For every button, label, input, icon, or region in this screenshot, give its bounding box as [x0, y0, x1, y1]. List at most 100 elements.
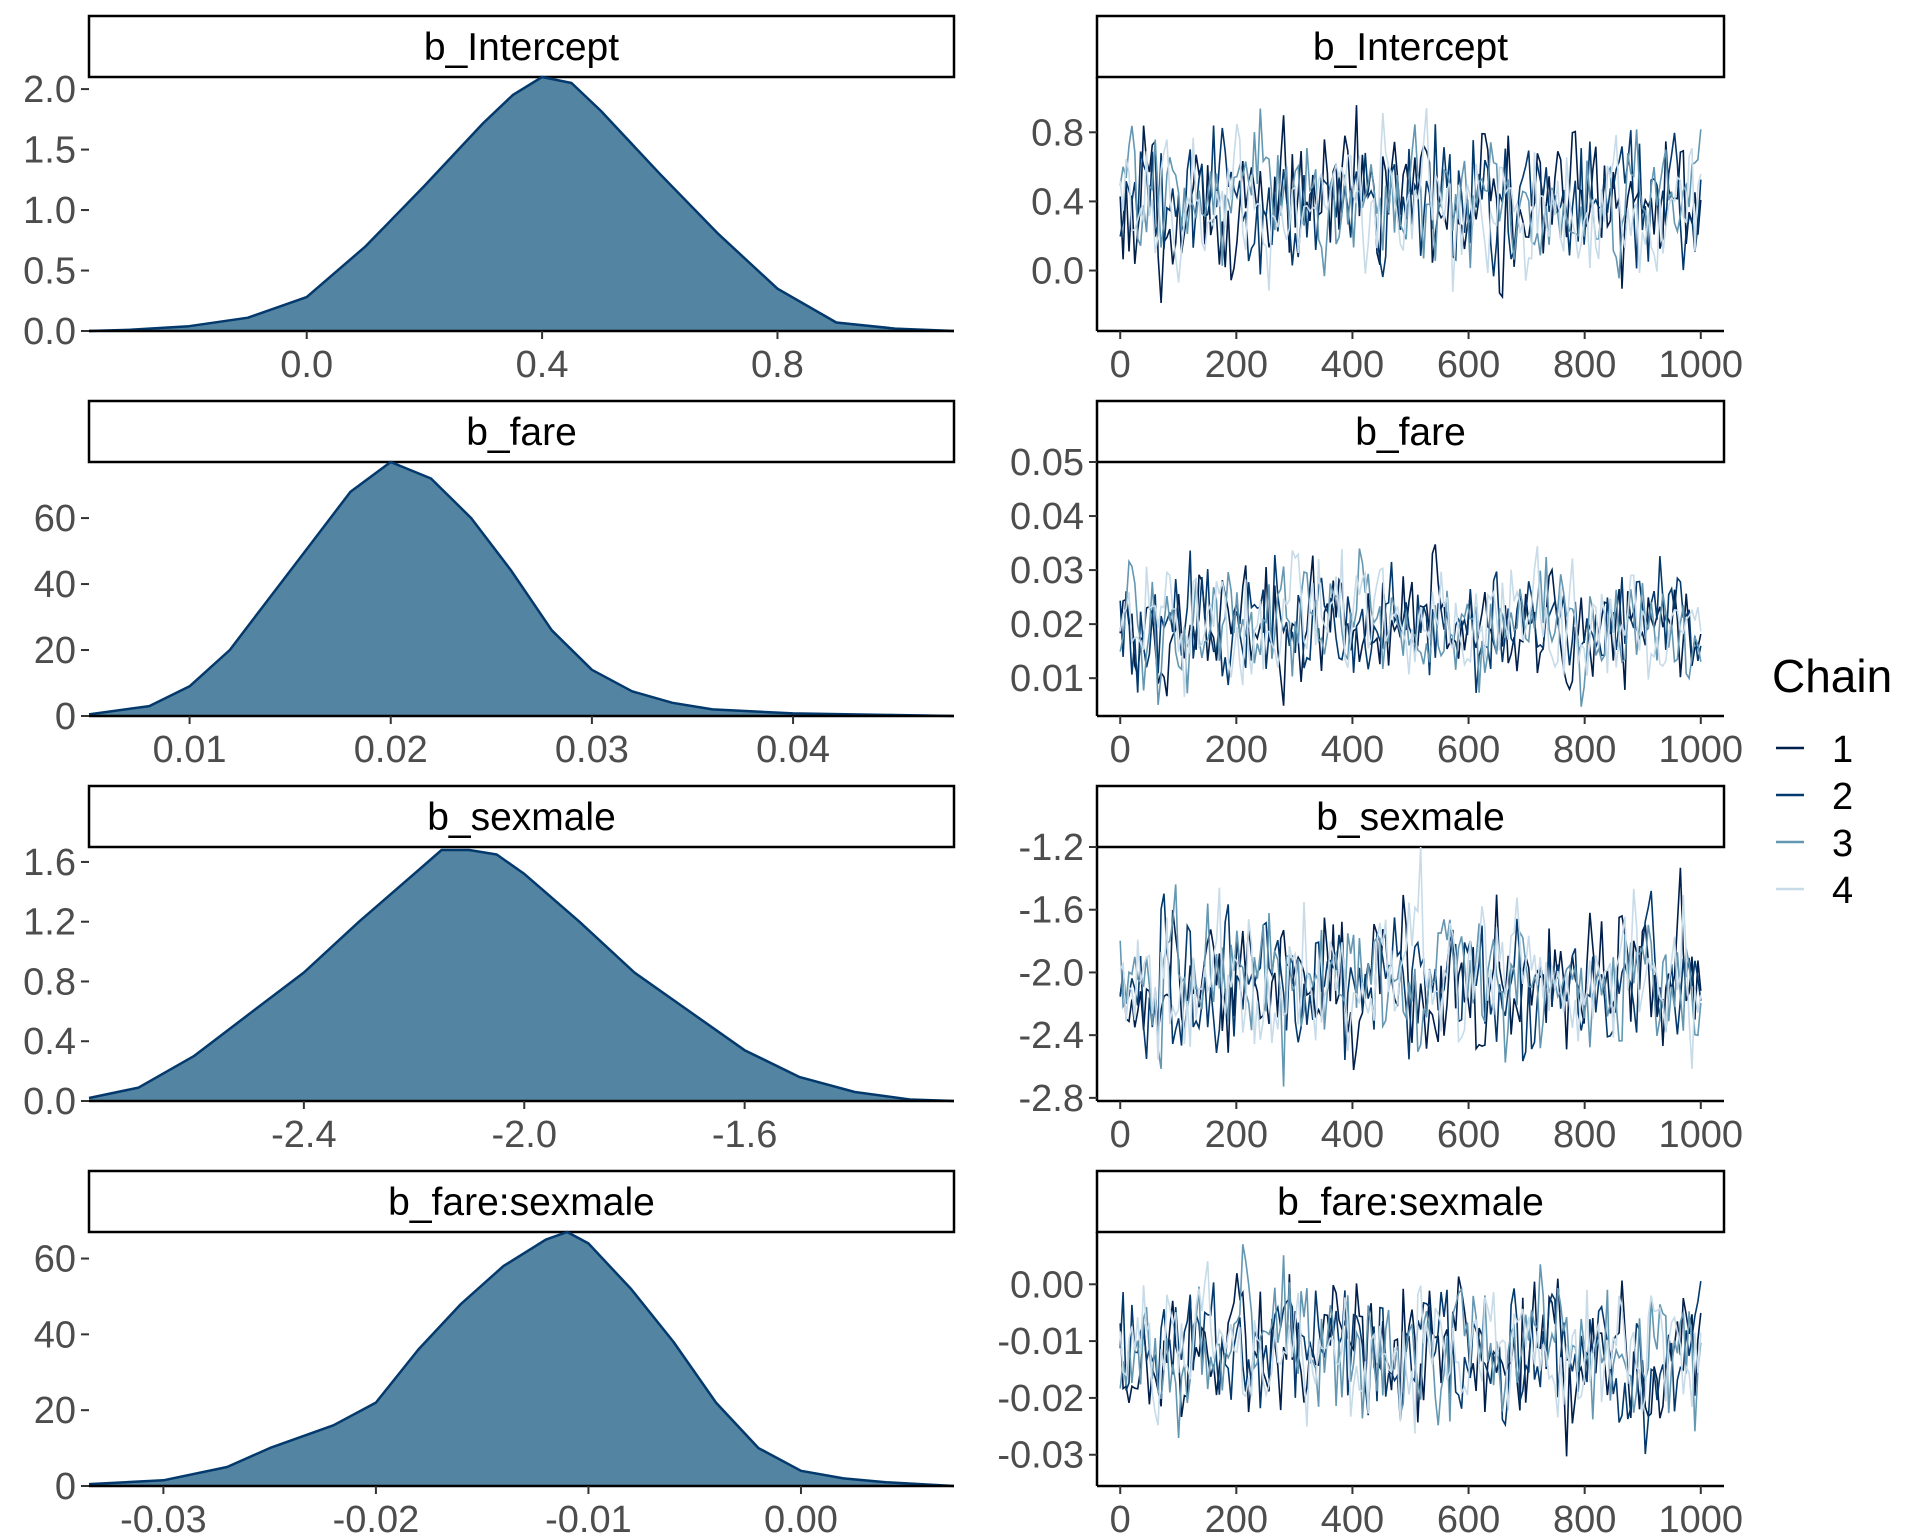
x-tick-label: 0.04 — [756, 729, 830, 771]
strip-box — [1095, 784, 1726, 849]
x-tick-label: 200 — [1205, 1499, 1268, 1536]
y-tick-label: -1.2 — [1019, 827, 1084, 869]
y-tick-label: 1.5 — [23, 130, 76, 172]
y-tick-label: 0.04 — [1010, 496, 1084, 538]
density-panel-b-fare-sexmale: b_fare:sexmale 0 20 40 60 -0.03 -0.02 -0.01 0.00 — [34, 1169, 956, 1536]
y-tick-label: 0.8 — [1031, 112, 1084, 154]
x-tick-label: 0.0 — [280, 344, 333, 386]
trace-line-chain-4 — [1119, 1260, 1702, 1434]
x-tick-label: 0.01 — [153, 729, 227, 771]
strip-label: b_fare — [466, 411, 577, 454]
x-tick-label: 400 — [1321, 1499, 1384, 1536]
x-tick-label: 600 — [1437, 344, 1500, 386]
x-tick-label: 200 — [1205, 729, 1268, 771]
strip-box — [87, 1169, 956, 1234]
trace-line-chain-4 — [1119, 847, 1702, 1069]
x-tick-label: -0.03 — [120, 1499, 207, 1536]
x-tick-label: 0 — [1110, 1114, 1131, 1156]
x-tick-label: 400 — [1321, 344, 1384, 386]
y-tick-label: 0.4 — [1031, 181, 1084, 223]
strip-label: b_Intercept — [424, 26, 619, 69]
y-tick-label: 1.6 — [23, 842, 76, 884]
x-tick-label: 800 — [1553, 1114, 1616, 1156]
y-tick-label: -1.6 — [1019, 890, 1084, 932]
y-tick-label: 0.4 — [23, 1021, 76, 1063]
y-tick-label: 0.8 — [23, 961, 76, 1003]
legend-label-3: 3 — [1832, 823, 1853, 865]
strip-label: b_sexmale — [1316, 796, 1505, 839]
x-tick-label: 600 — [1437, 1499, 1500, 1536]
x-tick-label: 0.02 — [354, 729, 428, 771]
y-tick-label: 0.0 — [23, 311, 76, 353]
x-tick-label: -2.4 — [271, 1114, 336, 1156]
y-tick-label: 0 — [55, 696, 76, 738]
legend-title: Chain — [1772, 650, 1892, 702]
y-tick-label: 60 — [34, 498, 76, 540]
strip-box — [1095, 399, 1726, 464]
y-tick-label: 60 — [34, 1239, 76, 1281]
x-tick-label: 0.00 — [764, 1499, 838, 1536]
trace-line-chain-4 — [1119, 108, 1702, 292]
trace-line-chain-3 — [1119, 884, 1702, 1087]
y-tick-label: -0.02 — [997, 1378, 1084, 1420]
legend-label-2: 2 — [1832, 776, 1853, 818]
strip-label: b_Intercept — [1313, 26, 1508, 69]
y-tick-label: 0 — [55, 1466, 76, 1508]
trace-panel-b-fare: b_fare 0.01 0.02 0.03 0.04 0.05 0 200 400 600 800 1… — [1010, 399, 1743, 771]
legend-item-4: 4 — [1776, 870, 1853, 912]
legend-item-3: 3 — [1776, 823, 1853, 865]
y-tick-label: 20 — [34, 1390, 76, 1432]
x-tick-label: -0.01 — [545, 1499, 632, 1536]
x-tick-label: 200 — [1205, 1114, 1268, 1156]
density-area — [89, 850, 954, 1101]
x-tick-label: 0.4 — [516, 344, 569, 386]
y-tick-label: 1.0 — [23, 190, 76, 232]
legend-label-4: 4 — [1832, 870, 1853, 912]
x-tick-label: 1000 — [1659, 344, 1744, 386]
y-tick-label: 0.03 — [1010, 550, 1084, 592]
y-tick-label: 2.0 — [23, 69, 76, 111]
x-tick-label: 0 — [1110, 1499, 1131, 1536]
y-tick-label: 1.2 — [23, 902, 76, 944]
y-tick-label: -2.0 — [1019, 952, 1084, 994]
density-area — [89, 77, 954, 331]
density-panel-b-fare: b_fare 0 20 40 60 0.01 0.02 0.03 0.04 — [34, 399, 956, 771]
density-curve — [88, 848, 955, 1103]
y-tick-label: 0.5 — [23, 251, 76, 293]
x-tick-label: 800 — [1553, 1499, 1616, 1536]
x-tick-label: 0.03 — [555, 729, 629, 771]
y-tick-label: 40 — [34, 1314, 76, 1356]
trace-line-chain-2 — [1119, 1280, 1702, 1455]
x-tick-label: -2.0 — [492, 1114, 557, 1156]
trace-line-chain-2 — [1119, 890, 1702, 1062]
x-tick-label: 1000 — [1659, 1499, 1744, 1536]
strip-label: b_fare:sexmale — [388, 1181, 655, 1224]
y-tick-label: 0.01 — [1010, 658, 1084, 700]
x-tick-label: 200 — [1205, 344, 1268, 386]
x-tick-label: 1000 — [1659, 1114, 1744, 1156]
y-tick-label: 0.05 — [1010, 442, 1084, 484]
trace-panel-b-intercept: b_Intercept 0.0 0.4 0.8 0 200 400 600 800 1000 — [1031, 14, 1744, 386]
strip-box — [87, 399, 956, 464]
strip-label: b_fare:sexmale — [1277, 1181, 1544, 1224]
y-tick-label: 40 — [34, 564, 76, 606]
x-tick-label: 0 — [1110, 344, 1131, 386]
y-tick-label: 20 — [34, 630, 76, 672]
x-tick-label: 400 — [1321, 729, 1384, 771]
y-tick-label: 0.0 — [1031, 251, 1084, 293]
x-tick-label: -1.6 — [712, 1114, 777, 1156]
x-tick-label: 800 — [1553, 729, 1616, 771]
density-area — [89, 462, 954, 716]
y-tick-label: -2.8 — [1019, 1078, 1084, 1120]
strip-box — [87, 784, 956, 849]
density-curve — [88, 1230, 955, 1488]
x-tick-label: 800 — [1553, 344, 1616, 386]
x-tick-label: -0.02 — [333, 1499, 420, 1536]
chain-legend: Chain 1 2 3 4 — [1772, 650, 1892, 912]
trace-line-chain-2 — [1119, 124, 1702, 278]
x-tick-label: 600 — [1437, 729, 1500, 771]
x-tick-label: 600 — [1437, 1114, 1500, 1156]
legend-label-1: 1 — [1832, 729, 1853, 771]
density-curve — [88, 75, 955, 333]
